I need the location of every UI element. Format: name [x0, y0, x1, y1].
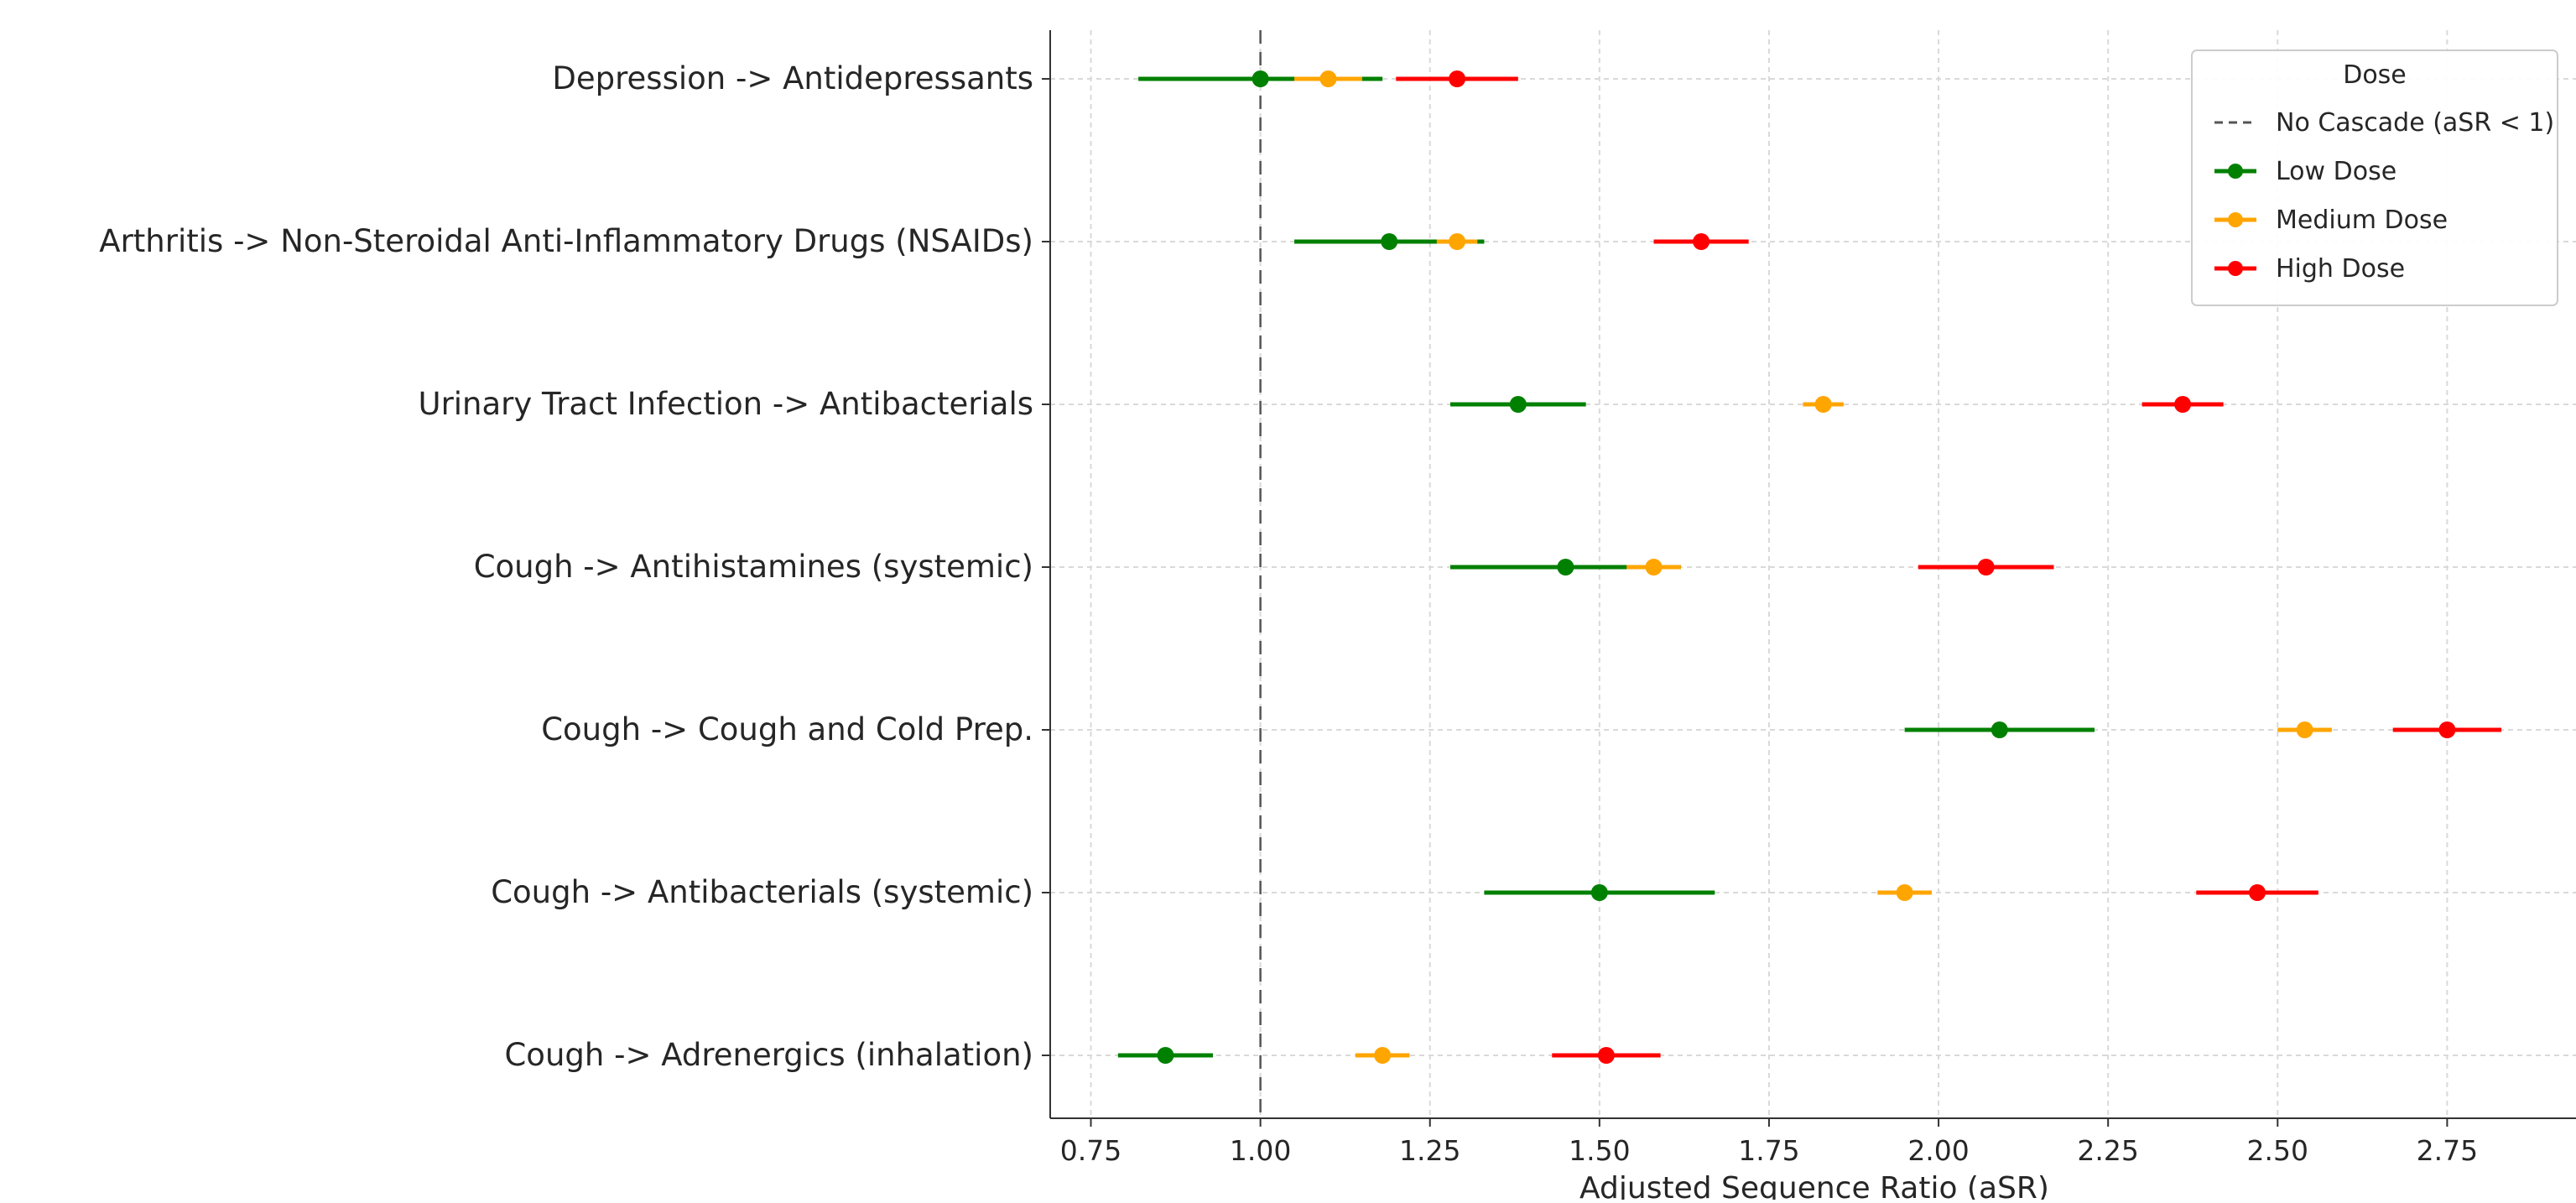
category-label: Cough -> Adrenergics (inhalation) [504, 1037, 1033, 1073]
legend-label-medium-dose: Medium Dose [2276, 206, 2448, 235]
medium-dose-point [1896, 884, 1913, 901]
low-dose-point [1590, 884, 1608, 901]
low-dose-point [1252, 70, 1269, 87]
legend-title: Dose [2343, 60, 2407, 90]
data-marks [1117, 70, 2502, 1064]
x-tick-label: 2.75 [2417, 1134, 2478, 1167]
legend-label-low-dose: Low Dose [2276, 157, 2396, 186]
legend-label-no-cascade: No Cascade (aSR < 1) [2276, 108, 2554, 138]
x-tick-label: 1.50 [1569, 1134, 1630, 1167]
x-tick-label: 1.75 [1738, 1134, 1799, 1167]
high-dose-point [2249, 884, 2266, 901]
high-dose-point [1597, 1047, 1615, 1064]
medium-dose-point [1814, 396, 1832, 413]
x-tick-label: 2.00 [1907, 1134, 1969, 1167]
legend-entries: No Cascade (aSR < 1) Low Dose Medium Dose H… [2214, 108, 2554, 284]
category-label: Arthritis -> Non-Steroidal Anti-Inflamma… [99, 223, 1033, 259]
legend-label-high-dose: High Dose [2276, 254, 2405, 284]
high-dose-point [2438, 721, 2456, 738]
category-label: Depression -> Antidepressants [552, 60, 1033, 96]
medium-dose-point [1374, 1047, 1392, 1064]
ticks-layer: 0.75 1.00 1.25 1.50 1.75 2.00 2.25 2.50 2.75 [1042, 78, 2478, 1167]
category-labels: Depression -> Antidepressants Arthritis -… [99, 60, 1033, 1073]
x-tick-label: 1.25 [1399, 1134, 1460, 1167]
medium-dose-point [1645, 559, 1663, 575]
category-label: Cough -> Cough and Cold Prep. [541, 711, 1033, 747]
low-dose-point [1509, 396, 1527, 413]
axis-layer [1049, 30, 2576, 1119]
high-dose-point [2174, 396, 2192, 413]
legend: Dose No Cascade (aSR < 1) Low Dose Medium … [2191, 49, 2558, 306]
x-tick-label: 1.00 [1230, 1134, 1291, 1167]
high-dose-point [1449, 70, 1466, 87]
low-dose-point [1157, 1047, 1174, 1064]
medium-dose-point [1319, 70, 1337, 87]
x-tick-label: 2.50 [2247, 1134, 2308, 1167]
low-dose-point [1991, 721, 2008, 738]
legend-marker-low-dose [2228, 164, 2243, 179]
legend-box [2191, 49, 2558, 306]
category-label: Cough -> Antibacterials (systemic) [491, 874, 1033, 910]
category-label: Urinary Tract Infection -> Antibacterial… [418, 386, 1033, 422]
x-tick-label: 0.75 [1060, 1134, 1121, 1167]
legend-marker-high-dose [2228, 261, 2243, 276]
high-dose-point [1977, 559, 1995, 575]
x-axis-label: Adjusted Sequence Ratio (aSR) [1579, 1171, 2049, 1200]
x-tick-label: 2.25 [2077, 1134, 2138, 1167]
legend-marker-medium-dose [2228, 212, 2243, 227]
medium-dose-point [2296, 721, 2313, 738]
high-dose-point [1693, 233, 1710, 250]
low-dose-point [1381, 233, 1398, 250]
medium-dose-point [1449, 233, 1466, 250]
category-label: Cough -> Antihistamines (systemic) [474, 549, 1033, 585]
low-dose-point [1557, 559, 1574, 575]
